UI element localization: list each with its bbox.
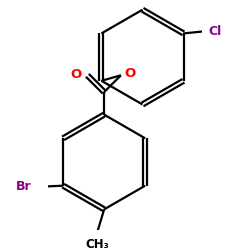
Text: Br: Br: [16, 180, 32, 193]
Text: O: O: [70, 68, 82, 81]
Text: O: O: [124, 66, 136, 80]
Text: Cl: Cl: [208, 25, 222, 38]
Text: CH₃: CH₃: [86, 238, 109, 250]
